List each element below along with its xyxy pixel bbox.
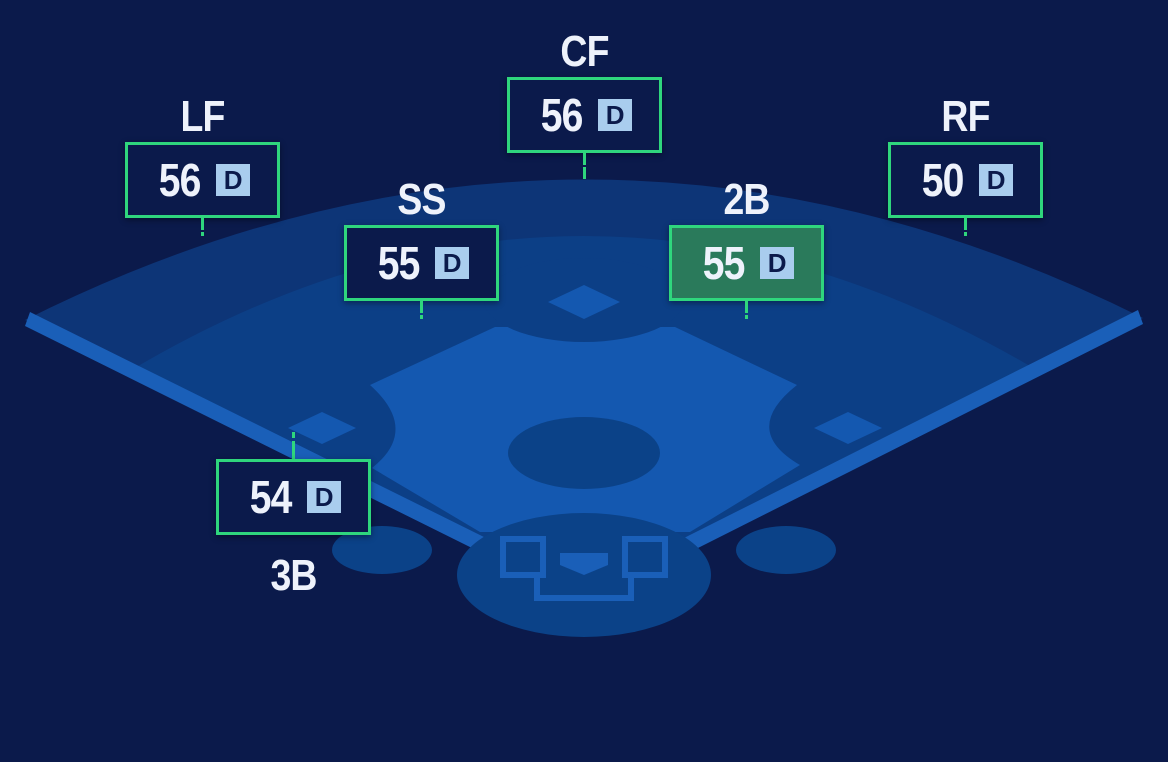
position-label: LF: [180, 92, 225, 141]
rating-box[interactable]: 56 D: [125, 142, 280, 218]
rating-box[interactable]: 54 D: [216, 459, 371, 535]
grade-badge: D: [598, 99, 633, 131]
rating-value: 55: [377, 237, 421, 289]
connector-line: [201, 218, 204, 236]
rating-value: 50: [921, 154, 965, 206]
grade-badge: D: [760, 247, 795, 279]
position-cf[interactable]: CF 56 D: [507, 27, 662, 179]
position-3b[interactable]: 54 D 3B: [216, 432, 371, 601]
connector-line: [745, 301, 748, 319]
foul-line-right: [680, 310, 1143, 552]
home-plate: [560, 553, 608, 575]
grade-badge: D: [435, 247, 470, 279]
rating-value: 56: [158, 154, 202, 206]
position-label: RF: [941, 92, 990, 141]
grade-badge: D: [216, 164, 251, 196]
rating-value: 56: [540, 89, 584, 141]
foul-line-left: [25, 312, 490, 552]
rating-box[interactable]: 56 D: [507, 77, 662, 153]
connector-line: [292, 432, 295, 459]
third-base: [288, 412, 356, 444]
pitchers-mound: [508, 417, 660, 489]
position-label: 2B: [723, 175, 770, 224]
rating-box[interactable]: 55 D: [344, 225, 499, 301]
grade-badge: D: [979, 164, 1014, 196]
connector-line: [420, 301, 423, 319]
position-2b[interactable]: 2B 55 D: [669, 175, 824, 319]
on-deck-circle-right: [736, 526, 836, 574]
rating-box[interactable]: 50 D: [888, 142, 1043, 218]
connector-line: [583, 153, 586, 179]
rating-box-selected[interactable]: 55 D: [669, 225, 824, 301]
on-deck-circle-left: [332, 526, 432, 574]
position-ss[interactable]: SS 55 D: [344, 175, 499, 319]
batters-boxes: [500, 536, 668, 601]
first-base: [814, 412, 882, 444]
position-lf[interactable]: LF 56 D: [125, 92, 280, 236]
rating-value: 55: [702, 237, 746, 289]
connector-line: [964, 218, 967, 236]
position-label: 3B: [270, 551, 317, 600]
position-label: CF: [560, 27, 609, 76]
position-label: SS: [397, 175, 446, 224]
rating-value: 54: [249, 471, 293, 523]
second-base: [548, 285, 620, 319]
position-rf[interactable]: RF 50 D: [888, 92, 1043, 236]
grade-badge: D: [307, 481, 342, 513]
